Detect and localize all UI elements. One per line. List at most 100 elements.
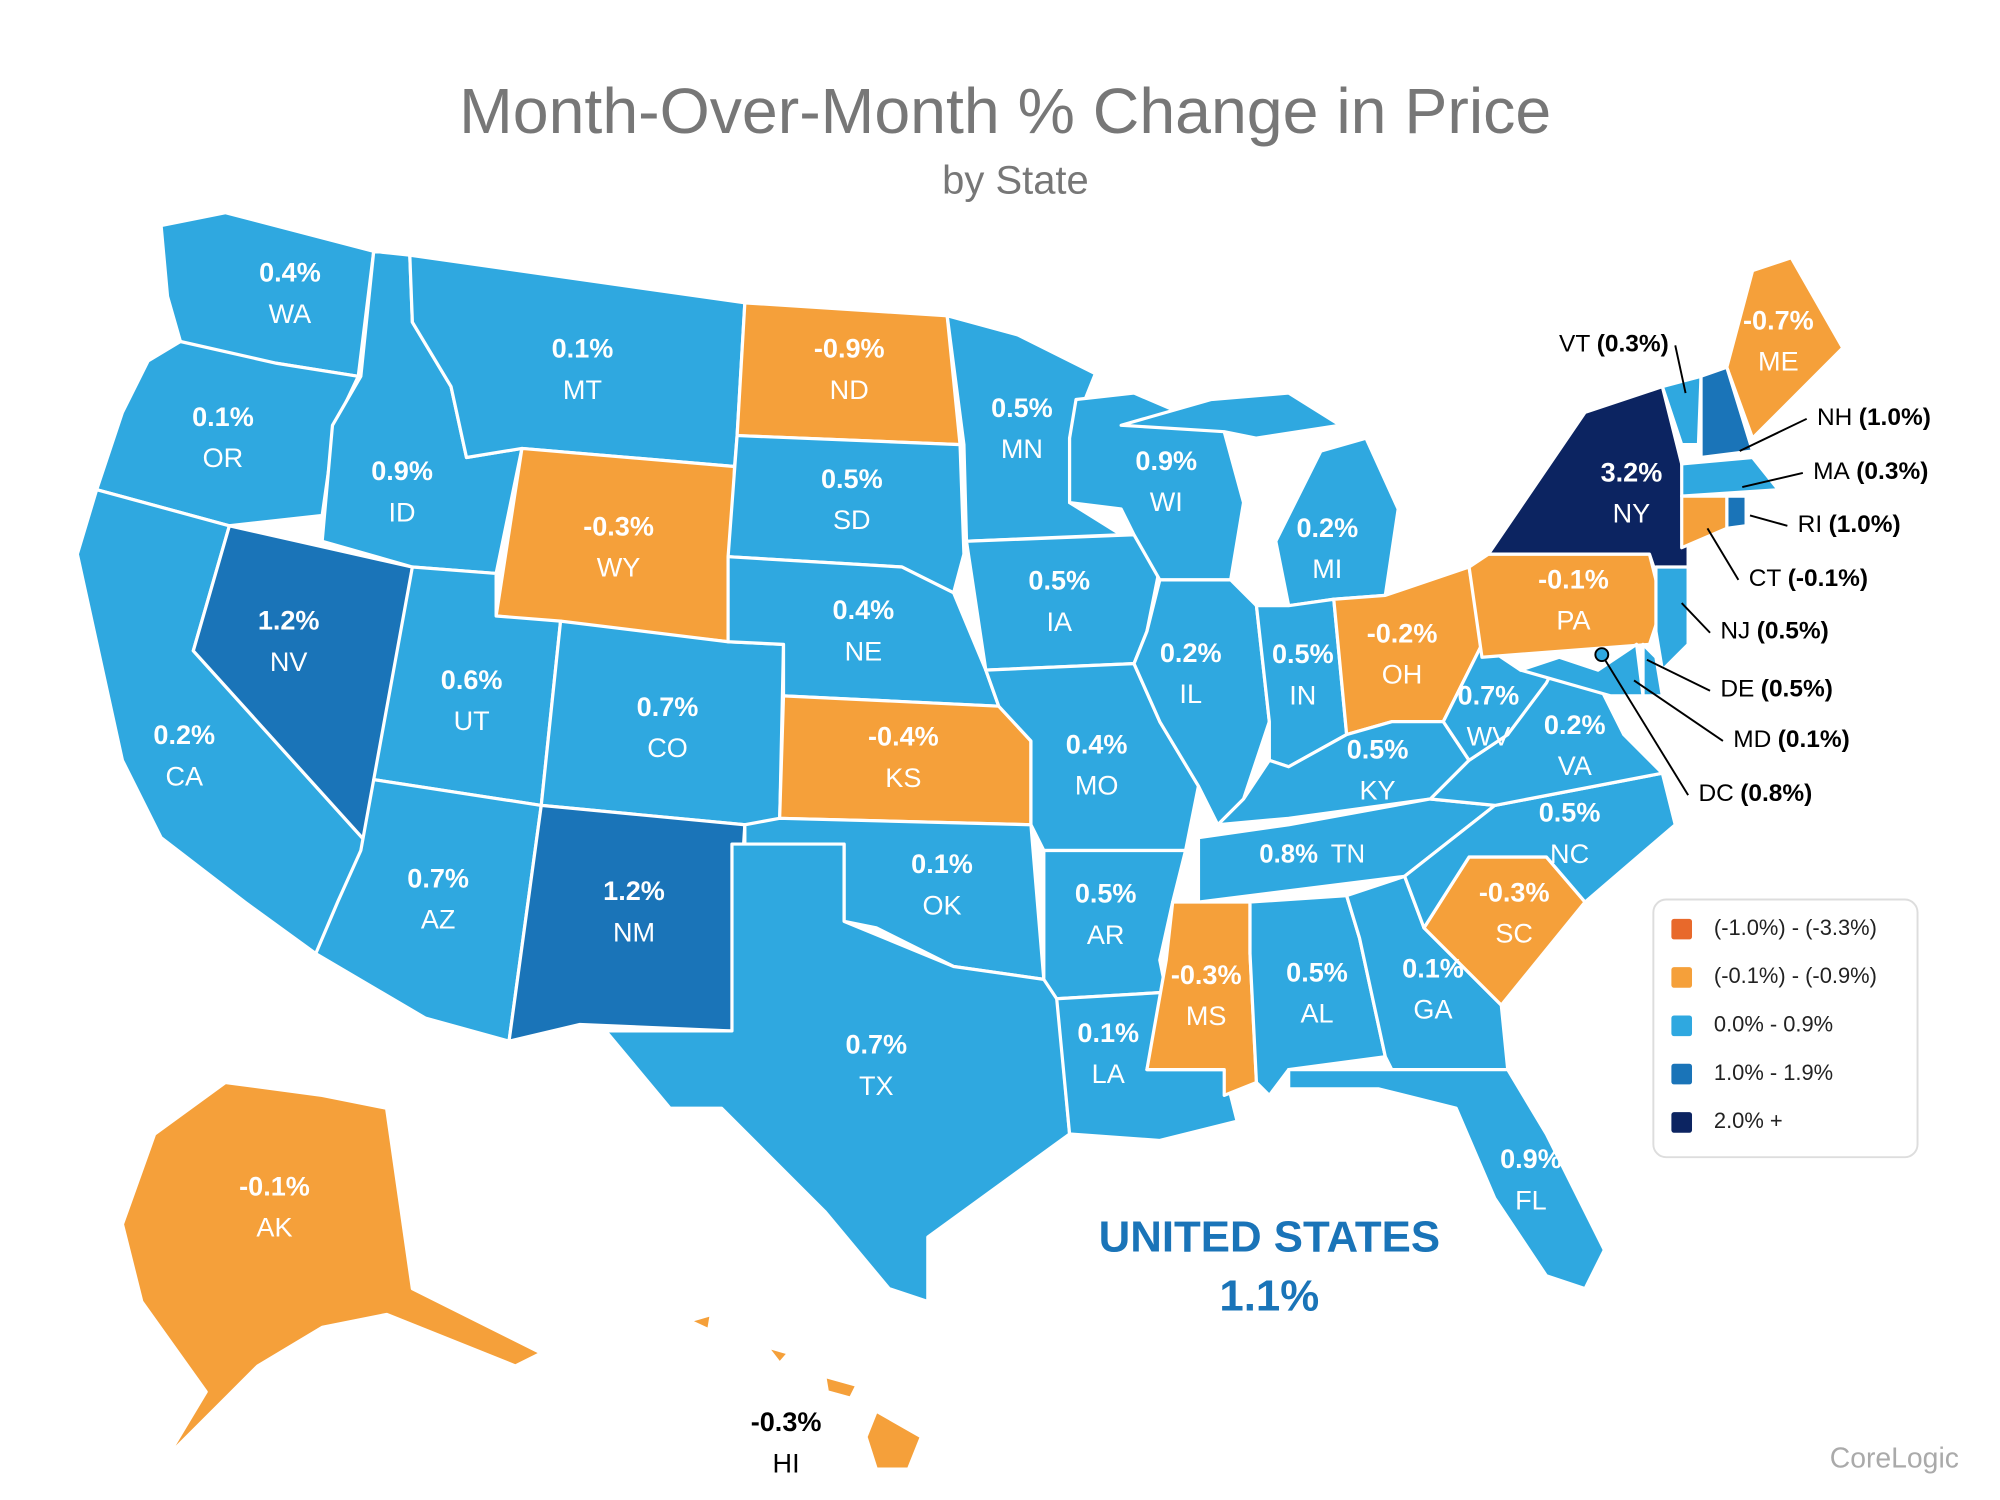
state-value: 3.2% (1601, 457, 1663, 487)
state-value: 0.5% (1075, 879, 1137, 909)
state-abbr: ME (1758, 347, 1799, 377)
state-value: (0.8%) (1740, 781, 1812, 808)
state-value: 0.8% (1259, 840, 1318, 868)
state-value: 0.5% (1286, 957, 1348, 987)
state-abbr: AZ (421, 905, 456, 935)
state-value: 0.2% (1296, 513, 1358, 543)
state-value: 0.2% (1544, 710, 1606, 740)
legend-label: (-0.1%) - (-0.9%) (1714, 963, 1877, 988)
state-value: -0.2% (1367, 618, 1438, 648)
state-shape (494, 446, 737, 644)
state-value: (1.0%) (1859, 404, 1931, 431)
state-abbr: AL (1300, 999, 1333, 1029)
title: Month-Over-Month % Change in Price (459, 75, 1551, 147)
callout-label: RI (1.0%) (1798, 511, 1901, 538)
state-value: 0.7% (407, 863, 469, 893)
state-value: (0.5%) (1757, 618, 1829, 645)
leader-line (1742, 471, 1804, 489)
state-value: 0.5% (1272, 639, 1334, 669)
state-value: -0.3% (1479, 877, 1550, 907)
state-abbr: NJ (1720, 618, 1750, 645)
callout-label: NH (1.0%) (1817, 404, 1931, 431)
state-abbr: OK (922, 890, 961, 920)
state-value: 1.2% (258, 606, 320, 636)
state-shape (1654, 565, 1690, 672)
leader-line (1633, 679, 1724, 742)
state-abbr: RI (1798, 511, 1822, 538)
state-abbr: ND (830, 375, 869, 405)
state-shape (1680, 455, 1780, 498)
state-value: -0.3% (1171, 960, 1242, 990)
legend-label: 2.0% + (1714, 1108, 1783, 1133)
state-shape (539, 619, 786, 827)
state-shape (1641, 642, 1664, 698)
leader-line (1600, 654, 1689, 796)
state-value: -0.7% (1743, 305, 1814, 335)
national-value: 1.1% (1219, 1272, 1319, 1321)
leader-line (1706, 527, 1740, 581)
state-abbr: OH (1382, 660, 1423, 690)
state-abbr: MT (563, 375, 602, 405)
state-labels: 0.4% WA 0.1% OR 0.2% CA 1.2% NV 0.9% ID 0.1% MT -0.3… (153, 258, 1930, 1479)
state-value: 0.1% (911, 849, 973, 879)
state-abbr: NE (845, 636, 883, 666)
legend-swatch (1671, 1063, 1693, 1085)
callout-label: DC (0.8%) (1698, 781, 1812, 808)
state-abbr: KY (1360, 776, 1396, 806)
state-value: (0.5%) (1761, 676, 1833, 703)
legend-label: (-1.0%) - (-3.3%) (1714, 915, 1877, 940)
state-value: (-0.1%) (1788, 565, 1868, 592)
state-value: 0.4% (1066, 729, 1128, 759)
state-abbr: MN (1001, 434, 1043, 464)
state-abbr: CA (165, 761, 203, 791)
state-value: (0.3%) (1597, 331, 1669, 358)
state-shape (735, 301, 962, 447)
state-value: -0.1% (239, 1171, 310, 1201)
leader-line (1739, 417, 1808, 452)
legend-swatch (1671, 918, 1693, 940)
state-shape (604, 842, 1072, 1304)
state-shape (1216, 720, 1471, 827)
callout-label: CT (-0.1%) (1749, 565, 1868, 592)
state-value: (1.0%) (1829, 511, 1901, 538)
state-abbr: WA (269, 299, 312, 329)
leader-line (1674, 345, 1687, 394)
state-value: 0.1% (552, 334, 614, 364)
state-abbr: OR (203, 443, 244, 473)
leader-line (1681, 602, 1711, 634)
state-abbr: DE (1720, 676, 1754, 703)
state-shape (95, 339, 360, 528)
state-value: 0.1% (192, 402, 254, 432)
state-value: 1.2% (603, 876, 665, 906)
state-abbr: VA (1558, 751, 1592, 781)
callout-label: VT (0.3%) (1559, 331, 1669, 358)
state-value: -0.3% (583, 511, 654, 541)
state-shape (1699, 365, 1755, 460)
state-value: 0.4% (259, 258, 321, 288)
state-abbr: IL (1179, 679, 1202, 709)
state-abbr: TN (1331, 840, 1365, 868)
state-shape (1725, 494, 1748, 530)
legend-label: 1.0% - 1.9% (1714, 1060, 1833, 1085)
leader-line (1646, 658, 1711, 692)
state-value: 0.5% (1347, 734, 1409, 764)
state-shape (1725, 256, 1845, 440)
state-abbr: NC (1550, 839, 1589, 869)
state-abbr: MS (1186, 1001, 1227, 1031)
state-abbr: GA (1413, 995, 1452, 1025)
legend-swatch (1671, 967, 1693, 988)
state-value: 0.9% (1135, 446, 1197, 476)
callout-label: DE (0.5%) (1720, 676, 1833, 703)
state-abbr: WI (1150, 487, 1183, 517)
state-value: 0.6% (441, 665, 503, 695)
national-label: UNITED STATES (1099, 1212, 1440, 1261)
state-abbr: WY (597, 553, 641, 583)
state-shape (1660, 374, 1703, 447)
state-value: (0.3%) (1856, 458, 1928, 485)
callout-label: MA (0.3%) (1813, 458, 1928, 485)
source: CoreLogic (1830, 1443, 1959, 1475)
state-abbr: MO (1075, 771, 1119, 801)
state-value: 0.1% (1402, 954, 1464, 984)
state-value: 0.7% (845, 1030, 907, 1060)
